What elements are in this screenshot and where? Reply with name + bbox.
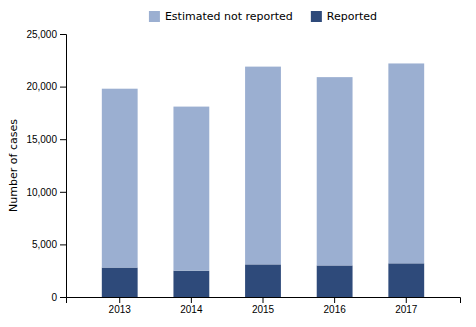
y-tick: 20,000 <box>26 81 66 92</box>
bar <box>173 107 209 271</box>
bar <box>317 77 353 265</box>
bar-series <box>102 263 424 297</box>
plot: 2013 2014 2015 2016 2017 0 5,000 10,000 15,000 20… <box>26 29 460 315</box>
x-tick: 2015 <box>252 297 275 315</box>
y-tick: 10,000 <box>26 187 66 198</box>
x-tick-mark <box>406 297 407 303</box>
y-tick-mark <box>60 297 66 298</box>
x-tick: 2014 <box>180 297 203 315</box>
legend-label: Reported <box>327 10 377 23</box>
x-tick-mark <box>191 297 192 303</box>
y-axis-title: Number of cases <box>7 119 20 212</box>
bars <box>102 63 424 297</box>
y-axis: 0 5,000 10,000 15,000 20,000 25,000 <box>26 29 66 303</box>
bar <box>317 265 353 297</box>
y-tick-mark <box>60 139 66 140</box>
y-tick: 25,000 <box>26 29 66 40</box>
y-tick-label: 5,000 <box>32 239 57 250</box>
legend-item: Reported <box>311 10 377 23</box>
y-tick-mark <box>60 34 66 35</box>
x-tick-label: 2013 <box>109 304 132 315</box>
legend-swatch <box>149 11 160 22</box>
y-tick-mark <box>60 192 66 193</box>
chart: 2013 2014 2015 2016 2017 0 5,000 10,000 15,000 20… <box>0 0 476 327</box>
bar-series <box>102 63 424 270</box>
bar <box>388 63 424 263</box>
y-tick-label: 15,000 <box>26 134 57 145</box>
x-tick-label: 2014 <box>180 304 203 315</box>
legend-item: Estimated not reported <box>149 10 293 23</box>
bar <box>388 263 424 297</box>
bar <box>245 67 281 265</box>
bar <box>245 264 281 297</box>
bar <box>102 268 138 297</box>
x-tick-mark <box>119 297 120 303</box>
bar <box>173 271 209 297</box>
x-tick-mark <box>334 297 335 303</box>
x-tick-label: 2015 <box>252 304 275 315</box>
y-tick: 15,000 <box>26 134 66 145</box>
y-tick-mark <box>60 87 66 88</box>
y-tick-label: 10,000 <box>26 187 57 198</box>
x-axis: 2013 2014 2015 2016 2017 <box>67 297 461 315</box>
legend-label: Estimated not reported <box>165 10 293 23</box>
x-tick-mark <box>263 297 264 303</box>
y-axis-line <box>60 35 67 298</box>
y-tick-label: 20,000 <box>26 81 57 92</box>
legend: Estimated not reported Reported <box>149 10 377 23</box>
legend-swatch <box>311 11 322 22</box>
y-tick-mark <box>60 244 66 245</box>
x-axis-line <box>67 298 461 304</box>
x-tick: 2017 <box>395 297 418 315</box>
bar <box>102 89 138 268</box>
x-tick-label: 2016 <box>324 304 347 315</box>
x-tick: 2013 <box>109 297 132 315</box>
y-tick-label: 0 <box>51 292 57 303</box>
y-tick: 0 <box>51 292 66 303</box>
x-tick-label: 2017 <box>395 304 418 315</box>
y-tick: 5,000 <box>32 239 66 250</box>
x-tick: 2016 <box>324 297 347 315</box>
y-tick-label: 25,000 <box>26 29 57 40</box>
